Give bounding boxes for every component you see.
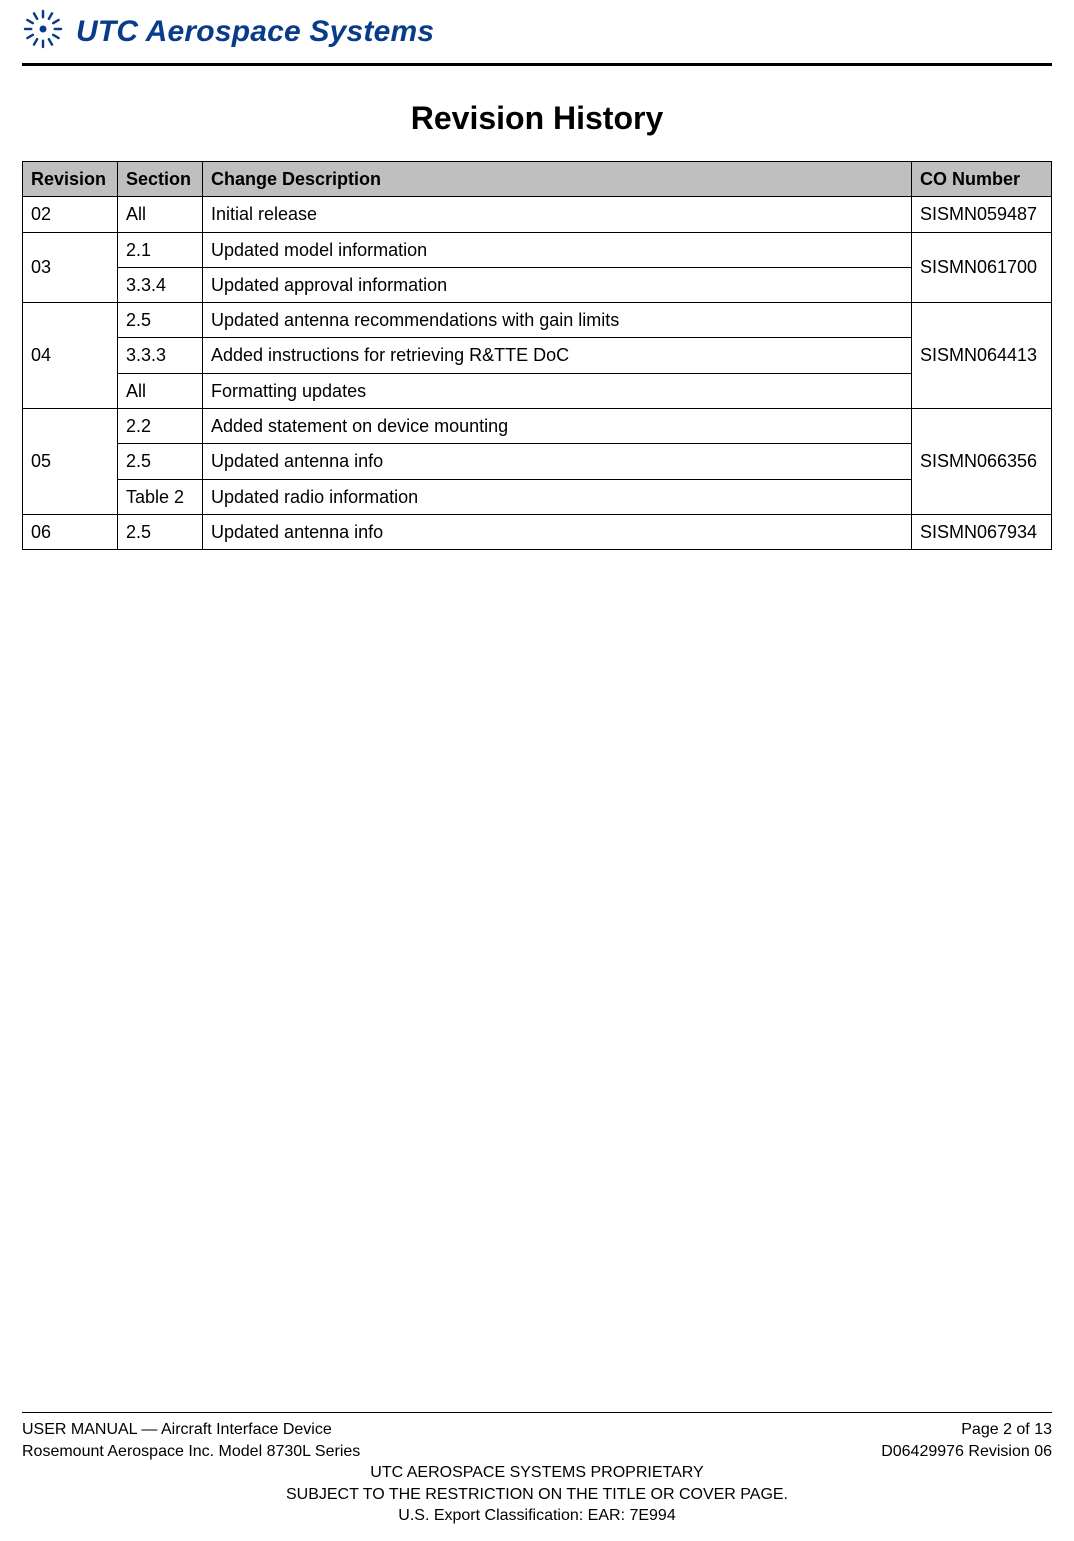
cell-co-number: SISMN067934 [912,514,1052,549]
cell-revision: 02 [23,197,118,232]
cell-section: 2.1 [118,232,203,267]
footer-center-2: SUBJECT TO THE RESTRICTION ON THE TITLE … [22,1484,1052,1506]
cell-revision: 04 [23,303,118,409]
col-header-section: Section [118,162,203,197]
cell-co-number: SISMN061700 [912,232,1052,303]
document-page: UTC Aerospace Systems Revision History R… [0,0,1074,1541]
table-row: AllFormatting updates [23,373,1052,408]
cell-description: Updated approval information [203,267,912,302]
footer-center-3: U.S. Export Classification: EAR: 7E994 [22,1505,1052,1527]
cell-section: All [118,197,203,232]
cell-revision: 06 [23,514,118,549]
footer-left-1: USER MANUAL — Aircraft Interface Device [22,1419,332,1441]
table-row: 062.5Updated antenna infoSISMN067934 [23,514,1052,549]
table-row: 042.5Updated antenna recommendations wit… [23,303,1052,338]
revision-history-table: Revision Section Change Description CO N… [22,161,1052,550]
cell-section: All [118,373,203,408]
cell-section: 2.5 [118,303,203,338]
cell-description: Added statement on device mounting [203,409,912,444]
cell-description: Updated antenna info [203,444,912,479]
revision-table-body: 02AllInitial releaseSISMN059487032.1Upda… [23,197,1052,550]
cell-description: Added instructions for retrieving R&TTE … [203,338,912,373]
cell-co-number: SISMN066356 [912,409,1052,515]
cell-co-number: SISMN064413 [912,303,1052,409]
cell-description: Formatting updates [203,373,912,408]
sunburst-icon [22,8,64,55]
col-header-revision: Revision [23,162,118,197]
page-title: Revision History [22,100,1052,137]
footer-right-1: Page 2 of 13 [961,1419,1052,1441]
footer-left-2: Rosemount Aerospace Inc. Model 8730L Ser… [22,1441,360,1463]
footer-right-2: D06429976 Revision 06 [881,1441,1052,1463]
col-header-change: Change Description [203,162,912,197]
cell-revision: 05 [23,409,118,515]
page-footer: USER MANUAL — Aircraft Interface Device … [22,1412,1052,1541]
cell-description: Initial release [203,197,912,232]
cell-revision: 03 [23,232,118,303]
cell-section: 2.2 [118,409,203,444]
table-row: Table 2Updated radio information [23,479,1052,514]
cell-section: 2.5 [118,444,203,479]
cell-section: 2.5 [118,514,203,549]
footer-center-1: UTC AEROSPACE SYSTEMS PROPRIETARY [22,1462,1052,1484]
table-row: 032.1Updated model informationSISMN06170… [23,232,1052,267]
table-row: 052.2Added statement on device mountingS… [23,409,1052,444]
header-rule [22,63,1052,66]
footer-row-1: USER MANUAL — Aircraft Interface Device … [22,1419,1052,1441]
cell-co-number: SISMN059487 [912,197,1052,232]
page-header: UTC Aerospace Systems [22,4,1052,61]
footer-row-2: Rosemount Aerospace Inc. Model 8730L Ser… [22,1441,1052,1463]
cell-section: 3.3.4 [118,267,203,302]
cell-description: Updated radio information [203,479,912,514]
table-header-row: Revision Section Change Description CO N… [23,162,1052,197]
cell-section: Table 2 [118,479,203,514]
cell-description: Updated antenna info [203,514,912,549]
table-row: 3.3.3Added instructions for retrieving R… [23,338,1052,373]
cell-description: Updated model information [203,232,912,267]
company-name: UTC Aerospace Systems [76,15,434,49]
col-header-co: CO Number [912,162,1052,197]
table-row: 2.5Updated antenna info [23,444,1052,479]
cell-description: Updated antenna recommendations with gai… [203,303,912,338]
table-row: 3.3.4Updated approval information [23,267,1052,302]
cell-section: 3.3.3 [118,338,203,373]
table-row: 02AllInitial releaseSISMN059487 [23,197,1052,232]
footer-rule [22,1412,1052,1414]
